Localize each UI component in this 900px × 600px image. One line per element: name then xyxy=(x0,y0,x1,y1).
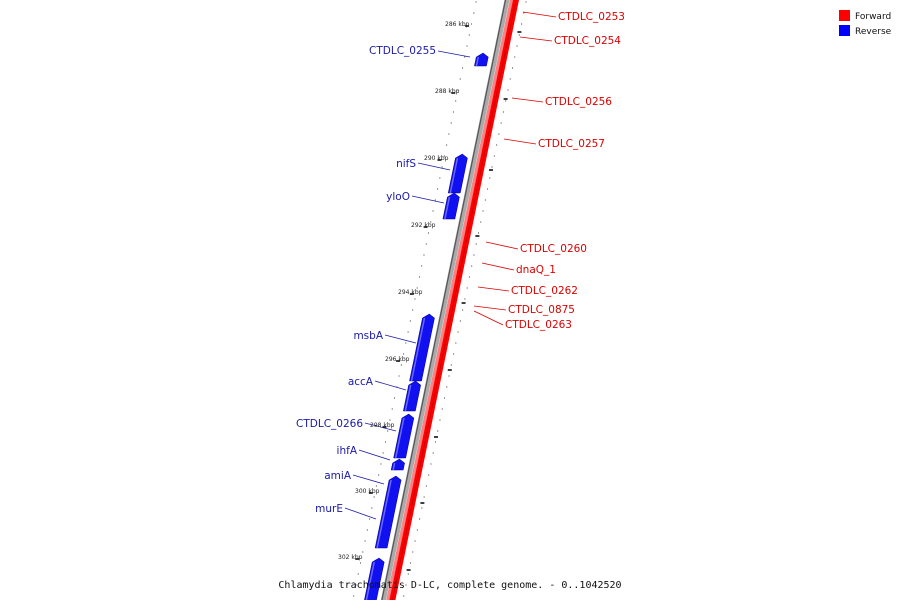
reverse-leader-line xyxy=(344,507,377,520)
reverse-leader-line xyxy=(417,162,451,171)
gene-label-ctdlc-0266[interactable]: CTDLC_0266 xyxy=(296,418,363,430)
forward-leader-line xyxy=(503,138,537,145)
forward-legend-swatch xyxy=(839,10,850,21)
forward-gene-highlight xyxy=(386,0,514,600)
gene-label-ctdlc-0263[interactable]: CTDLC_0263 xyxy=(505,319,572,331)
gene-acca-highlight xyxy=(404,384,412,412)
forward-leader-line xyxy=(481,262,515,271)
gene-ctdlc-0255-highlight xyxy=(475,56,479,67)
gene-label-dnaq-1[interactable]: dnaQ_1 xyxy=(516,264,556,276)
gene-acca[interactable] xyxy=(403,380,421,412)
reverse-leader-line xyxy=(358,449,391,461)
gene-amia-highlight xyxy=(376,479,392,549)
gene-yloo-highlight xyxy=(444,196,451,220)
gene-label-ctdlc-0262[interactable]: CTDLC_0262 xyxy=(511,285,578,297)
forward-leader-line xyxy=(522,11,557,18)
scale-label-288: 288 kbp xyxy=(435,88,460,95)
gene-label-mure[interactable]: murE xyxy=(315,503,343,515)
gene-label-ctdlc-0255[interactable]: CTDLC_0255 xyxy=(369,45,436,57)
label-leaders xyxy=(344,11,557,520)
reverse-leader-line xyxy=(364,422,397,432)
gene-label-msba[interactable]: msbA xyxy=(353,330,383,342)
gene-ctdlc-0266[interactable] xyxy=(393,413,415,459)
gene-label-yloo[interactable]: yloO xyxy=(386,191,410,203)
gene-label-ihfa[interactable]: ihfA xyxy=(337,445,358,457)
gene-label-ctdlc-0254[interactable]: CTDLC_0254 xyxy=(554,35,621,47)
dna-backbone xyxy=(380,0,510,600)
scale-label-290: 290 kbp xyxy=(424,155,449,162)
scale-label-286: 286 kbp xyxy=(445,21,470,28)
reverse-leader-line xyxy=(384,334,417,344)
gene-ihfa-highlight xyxy=(392,462,396,471)
reverse-leader-line xyxy=(411,195,445,204)
gene-mure-block[interactable] xyxy=(363,557,385,600)
scale-label-302: 302 kbp xyxy=(338,554,363,561)
gene-label-ctdlc-0257[interactable]: CTDLC_0257 xyxy=(538,138,605,150)
forward-leader-line xyxy=(477,286,510,292)
reverse-strand xyxy=(363,52,489,600)
scale-label-294: 294 kbp xyxy=(398,289,423,296)
reverse-legend-swatch xyxy=(839,25,850,36)
gene-nifs-highlight xyxy=(449,157,459,194)
gene-amia[interactable] xyxy=(374,475,402,549)
forward-leader-line xyxy=(519,36,553,42)
gene-label-ctdlc-0256[interactable]: CTDLC_0256 xyxy=(545,96,612,108)
forward-gene-edge xyxy=(392,0,517,600)
genome-caption: Chlamydia trachomatis D-LC, complete gen… xyxy=(278,580,621,591)
forward-strand xyxy=(386,0,520,600)
backbone-line xyxy=(381,0,507,600)
gene-label-acca[interactable]: accA xyxy=(348,376,374,388)
gene-label-nifs[interactable]: nifS xyxy=(396,158,416,170)
gene-mure-block-highlight xyxy=(365,561,375,600)
gene-label-amia[interactable]: amiA xyxy=(324,470,352,482)
scale-label-296: 296 kbp xyxy=(385,356,410,363)
gene-ctdlc-0266-highlight xyxy=(394,417,405,459)
scale-label-292: 292 kbp xyxy=(411,222,436,229)
gene-nifs[interactable] xyxy=(447,153,468,194)
gene-msba-highlight xyxy=(410,317,426,382)
gene-label-ctdlc-0253[interactable]: CTDLC_0253 xyxy=(558,11,625,23)
forward-leader-line xyxy=(473,305,507,311)
scale-label-300: 300 kbp xyxy=(355,488,380,495)
gene-label-ctdlc-0875[interactable]: CTDLC_0875 xyxy=(508,304,575,316)
gene-msba[interactable] xyxy=(409,313,435,382)
forward-leader-line xyxy=(473,310,504,326)
backbone-shadow xyxy=(380,0,510,600)
reverse-leader-line xyxy=(437,50,471,58)
forward-leader-line xyxy=(511,97,544,103)
gene-ihfa[interactable] xyxy=(390,458,405,471)
reverse-leader-line xyxy=(352,474,385,485)
gene-label-ctdlc-0260[interactable]: CTDLC_0260 xyxy=(520,243,587,255)
forward-legend-label: Forward xyxy=(855,12,891,22)
reverse-leader-line xyxy=(374,380,407,391)
gene-yloo[interactable] xyxy=(442,192,460,220)
scale-label-298: 298 kbp xyxy=(370,422,395,429)
scale-ticks xyxy=(353,1,527,597)
forward-leader-line xyxy=(485,241,519,250)
gene-ctdlc-0255[interactable] xyxy=(474,52,489,67)
legend: Forward Reverse xyxy=(839,10,892,37)
reverse-legend-label: Reverse xyxy=(855,27,892,37)
